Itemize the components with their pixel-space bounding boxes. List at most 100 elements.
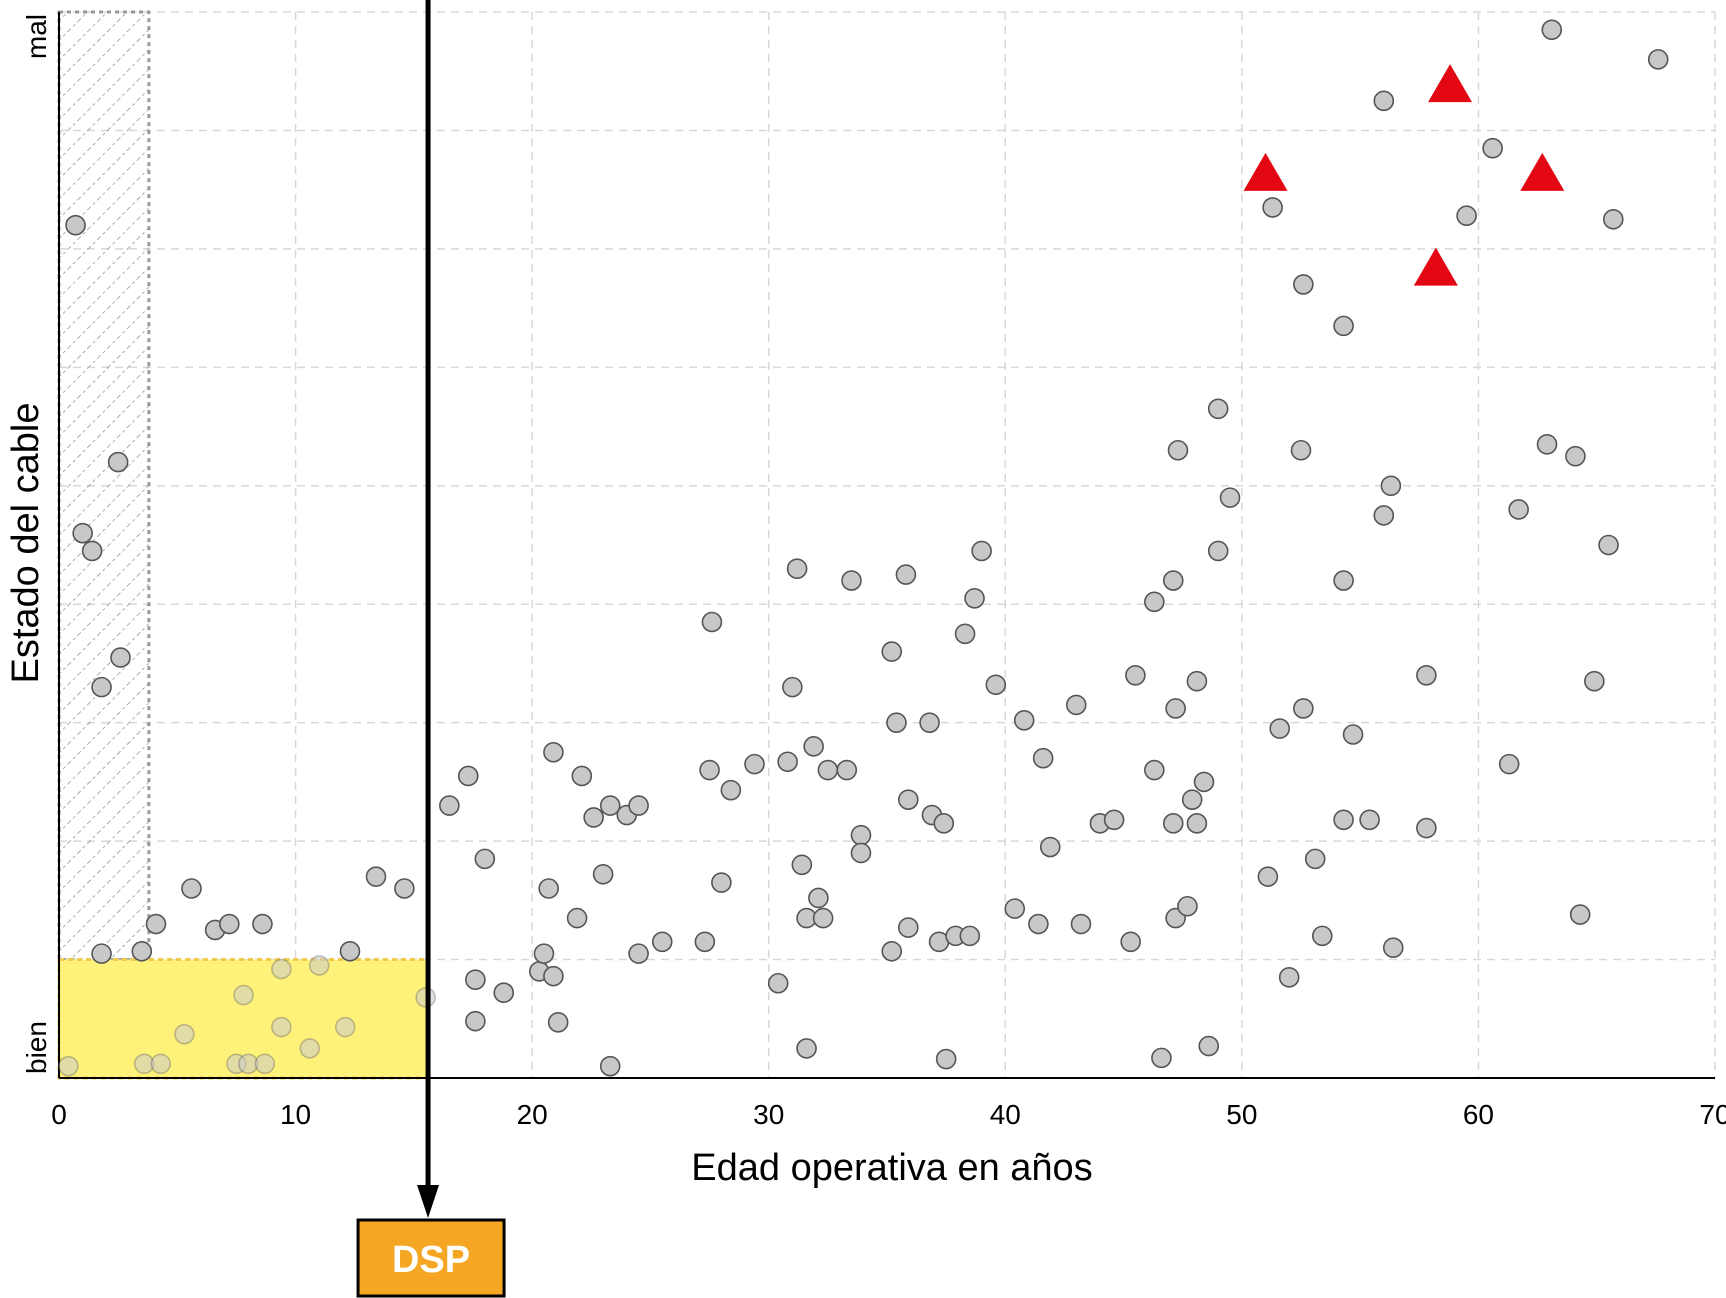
dsp-arrowhead <box>417 1185 440 1218</box>
scatter-point <box>1262 197 1283 218</box>
scatter-point <box>1647 49 1669 70</box>
scatter-point <box>571 765 593 787</box>
scatter-point <box>365 866 387 887</box>
scatter-point <box>964 587 985 609</box>
scatter-point <box>1333 570 1354 591</box>
scatter-point <box>1416 817 1437 839</box>
scatter-point <box>543 741 564 763</box>
y-tick-label-low: bien <box>21 1021 52 1074</box>
scatter-point <box>1032 747 1054 769</box>
scatter-point <box>808 887 829 909</box>
scatter-point <box>812 907 834 929</box>
scatter-point <box>1456 205 1477 227</box>
scatter-point <box>1382 937 1404 959</box>
x-tick-label: 10 <box>280 1099 311 1130</box>
scatter-point <box>1536 434 1558 455</box>
scatter-point <box>971 540 992 562</box>
dsp-label: DSP <box>392 1239 470 1281</box>
scatter-point <box>1293 274 1314 295</box>
scatter-point <box>919 712 940 733</box>
y-axis-title: Estado del cable <box>5 403 47 684</box>
scatter-point <box>1416 664 1437 686</box>
scatter-point <box>711 872 732 893</box>
dsp-box <box>356 1218 506 1298</box>
scatter-point <box>720 779 742 801</box>
scatter-point <box>254 1053 276 1075</box>
scatter-point <box>334 1016 356 1038</box>
scatter-point <box>1584 670 1605 692</box>
scatter-point <box>599 795 621 816</box>
scatter-point <box>465 1010 486 1032</box>
scatter-point <box>1207 398 1229 420</box>
scatter-point <box>1004 898 1026 919</box>
scatter-point <box>1569 904 1591 925</box>
scatter-point <box>1070 913 1092 935</box>
scatter-point <box>1193 771 1215 793</box>
scatter-point <box>897 789 919 810</box>
scatter-point <box>841 570 862 591</box>
triangle-point <box>1413 247 1458 286</box>
scatter-point <box>796 1038 817 1059</box>
x-tick-label: 20 <box>517 1099 548 1130</box>
scatter-point <box>150 1053 172 1075</box>
scatter-point <box>933 813 955 834</box>
scatter-point <box>181 878 202 899</box>
scatter-point <box>439 795 460 816</box>
scatter-point <box>791 854 813 876</box>
scatter-point <box>850 824 872 846</box>
scatter-point <box>583 807 604 828</box>
triangle-point <box>1243 152 1288 191</box>
scatter-point <box>465 969 486 990</box>
scatter-point <box>592 863 614 885</box>
x-tick-label: 50 <box>1226 1099 1257 1130</box>
scatter-point <box>1186 813 1208 834</box>
scatter-point <box>233 984 254 1006</box>
scatter-point <box>394 878 415 899</box>
scatter-point <box>651 931 673 953</box>
axis-labels: Edad operativa en años Estado del cable … <box>5 14 1093 1189</box>
scatter-point <box>1207 540 1229 562</box>
scatter-point <box>1278 967 1300 988</box>
scatter-point <box>1482 137 1503 159</box>
scatter-point <box>1039 836 1061 858</box>
triangle-point <box>1520 152 1565 191</box>
scatter-point <box>701 611 723 633</box>
scatter-point <box>91 943 112 964</box>
triangle-point <box>1428 64 1473 103</box>
x-tick-label: 0 <box>51 1099 67 1130</box>
scatter-point <box>1359 809 1380 831</box>
data-points <box>58 19 1669 1077</box>
scatter-point <box>1151 1047 1172 1069</box>
regions <box>57 10 430 1080</box>
scatter-point <box>1342 724 1364 745</box>
scatter-point <box>1103 809 1125 831</box>
scatter-point <box>1198 1035 1220 1057</box>
scatter-point <box>110 647 131 668</box>
scatter-point <box>543 965 564 987</box>
scatter-point <box>694 931 716 953</box>
x-axis-title: Edad operativa en años <box>691 1147 1092 1189</box>
scatter-point <box>81 540 103 562</box>
x-tick-label: 40 <box>990 1099 1021 1130</box>
scatter-point <box>1380 475 1402 497</box>
scatter-point <box>219 913 240 935</box>
scatter-point <box>886 712 907 733</box>
scatter-point <box>1219 487 1241 508</box>
scatter-point <box>533 943 555 964</box>
scatter-point <box>457 765 479 787</box>
scatter-point <box>493 982 515 1004</box>
scatter-point <box>107 451 129 473</box>
hatched-region <box>57 10 151 962</box>
scatter-point <box>699 759 720 781</box>
scatter-point <box>1565 445 1586 467</box>
scatter-point <box>271 958 292 980</box>
scatter-point <box>1165 698 1186 719</box>
scatter-point <box>777 751 798 773</box>
scatter-point <box>1598 534 1619 556</box>
scatter-point <box>474 848 496 870</box>
scatter-point <box>850 842 872 864</box>
scatter-point <box>1498 753 1520 775</box>
scatter-point <box>1373 505 1395 526</box>
scatter-point <box>566 907 588 929</box>
